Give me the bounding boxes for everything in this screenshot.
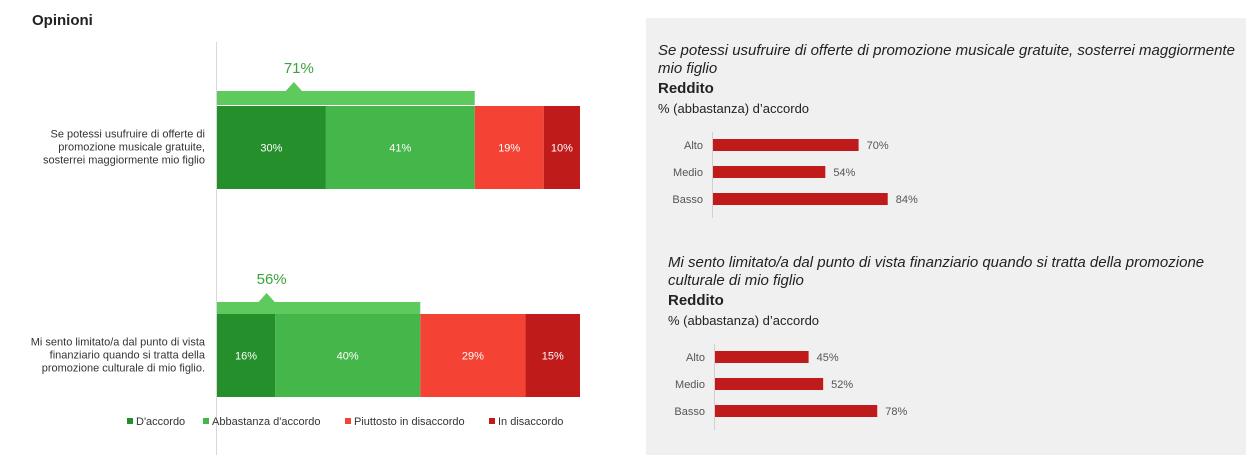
panel-2-unit-label: % (abbastanza) d’accordo — [668, 313, 820, 328]
bar-value-label: 40% — [337, 351, 359, 363]
category-label: promozione culturale di mio figlio. — [42, 363, 205, 375]
category-label: finanziario quando si tratta della — [50, 350, 206, 362]
category-label: Basso — [674, 406, 705, 418]
bar-value-label: 19% — [498, 143, 520, 155]
bar-value-label: 10% — [551, 143, 573, 155]
category-label: Alto — [686, 352, 705, 364]
page-title: Opinioni — [32, 12, 93, 29]
category-label: sosterrei maggiormente mio figlio — [43, 155, 205, 167]
category-label: promozione musicale gratuite, — [58, 142, 205, 154]
aggregate-pointer — [257, 293, 276, 303]
bar-value-label: 41% — [389, 143, 411, 155]
category-label: Se potessi usufruire di offerte di — [51, 129, 206, 141]
value-label: 70% — [867, 140, 889, 152]
legend-swatch — [345, 418, 351, 424]
bar-segment — [474, 106, 544, 189]
bar — [715, 351, 809, 363]
income-panel-1: Se potessi usufruire di offerte di promo… — [646, 38, 1246, 238]
panel-2-bar-chart: Alto 45% Medio 52% Basso 78% — [674, 344, 907, 430]
bar-segment — [543, 106, 580, 189]
category-label: Alto — [684, 140, 703, 152]
panel-1-question: Se potessi usufruire di offerte di promo… — [658, 42, 1235, 77]
bar-value-label: 30% — [260, 143, 282, 155]
value-label: 45% — [817, 352, 839, 364]
legend-swatch — [127, 418, 133, 424]
panel-1-subtitle: Reddito — [658, 80, 714, 97]
panel-2-subtitle: Reddito — [668, 292, 724, 309]
legend-label: Abbastanza d'accordo — [212, 416, 321, 428]
panel-1-unit-label: % (abbastanza) d’accordo — [658, 101, 810, 116]
bar-segment — [275, 314, 421, 397]
legend-label: In disaccordo — [498, 416, 563, 428]
value-label: 78% — [885, 406, 907, 418]
bar — [715, 378, 824, 390]
aggregate-pointer — [284, 82, 303, 92]
bar-segment — [217, 106, 326, 189]
panel-1-bar-chart: Alto 70% Medio 54% Basso 84% — [672, 132, 918, 218]
income-panel-2: Mi sento limitato/a dal punto di vista f… — [646, 250, 1246, 450]
legend-label: Piuttosto in disaccordo — [354, 416, 465, 428]
aggregate-bar — [217, 302, 421, 316]
right-panel: Se potessi usufruire di offerte di promo… — [646, 18, 1246, 455]
value-label: 54% — [833, 167, 855, 179]
bar-value-label: 16% — [235, 351, 257, 363]
bar-segment — [217, 314, 276, 397]
category-label: Basso — [672, 194, 703, 206]
bar-value-label: 29% — [462, 351, 484, 363]
bar — [713, 139, 859, 151]
panel-2-question: Mi sento limitato/a dal punto di vista f… — [668, 254, 1205, 289]
bar-segment — [420, 314, 526, 397]
aggregate-bar — [217, 91, 475, 105]
bar — [713, 193, 888, 205]
value-label: 84% — [896, 194, 918, 206]
bar-segment — [525, 314, 580, 397]
category-label: Medio — [675, 379, 705, 391]
main-stacked-bar-chart: 71% 30% 41% 19% 10% Se potessi usufruire di o… — [31, 42, 580, 455]
bar-value-label: 15% — [542, 351, 564, 363]
bar — [713, 166, 826, 178]
bar — [715, 405, 878, 417]
aggregate-label: 56% — [257, 271, 287, 288]
value-label: 52% — [831, 379, 853, 391]
category-label: Medio — [673, 167, 703, 179]
legend-swatch — [489, 418, 495, 424]
category-label: Mi sento limitato/a dal punto di vista — [31, 337, 206, 349]
legend-swatch — [203, 418, 209, 424]
aggregate-label: 71% — [284, 60, 314, 77]
legend-label: D'accordo — [136, 416, 185, 428]
bar-segment — [325, 106, 475, 189]
